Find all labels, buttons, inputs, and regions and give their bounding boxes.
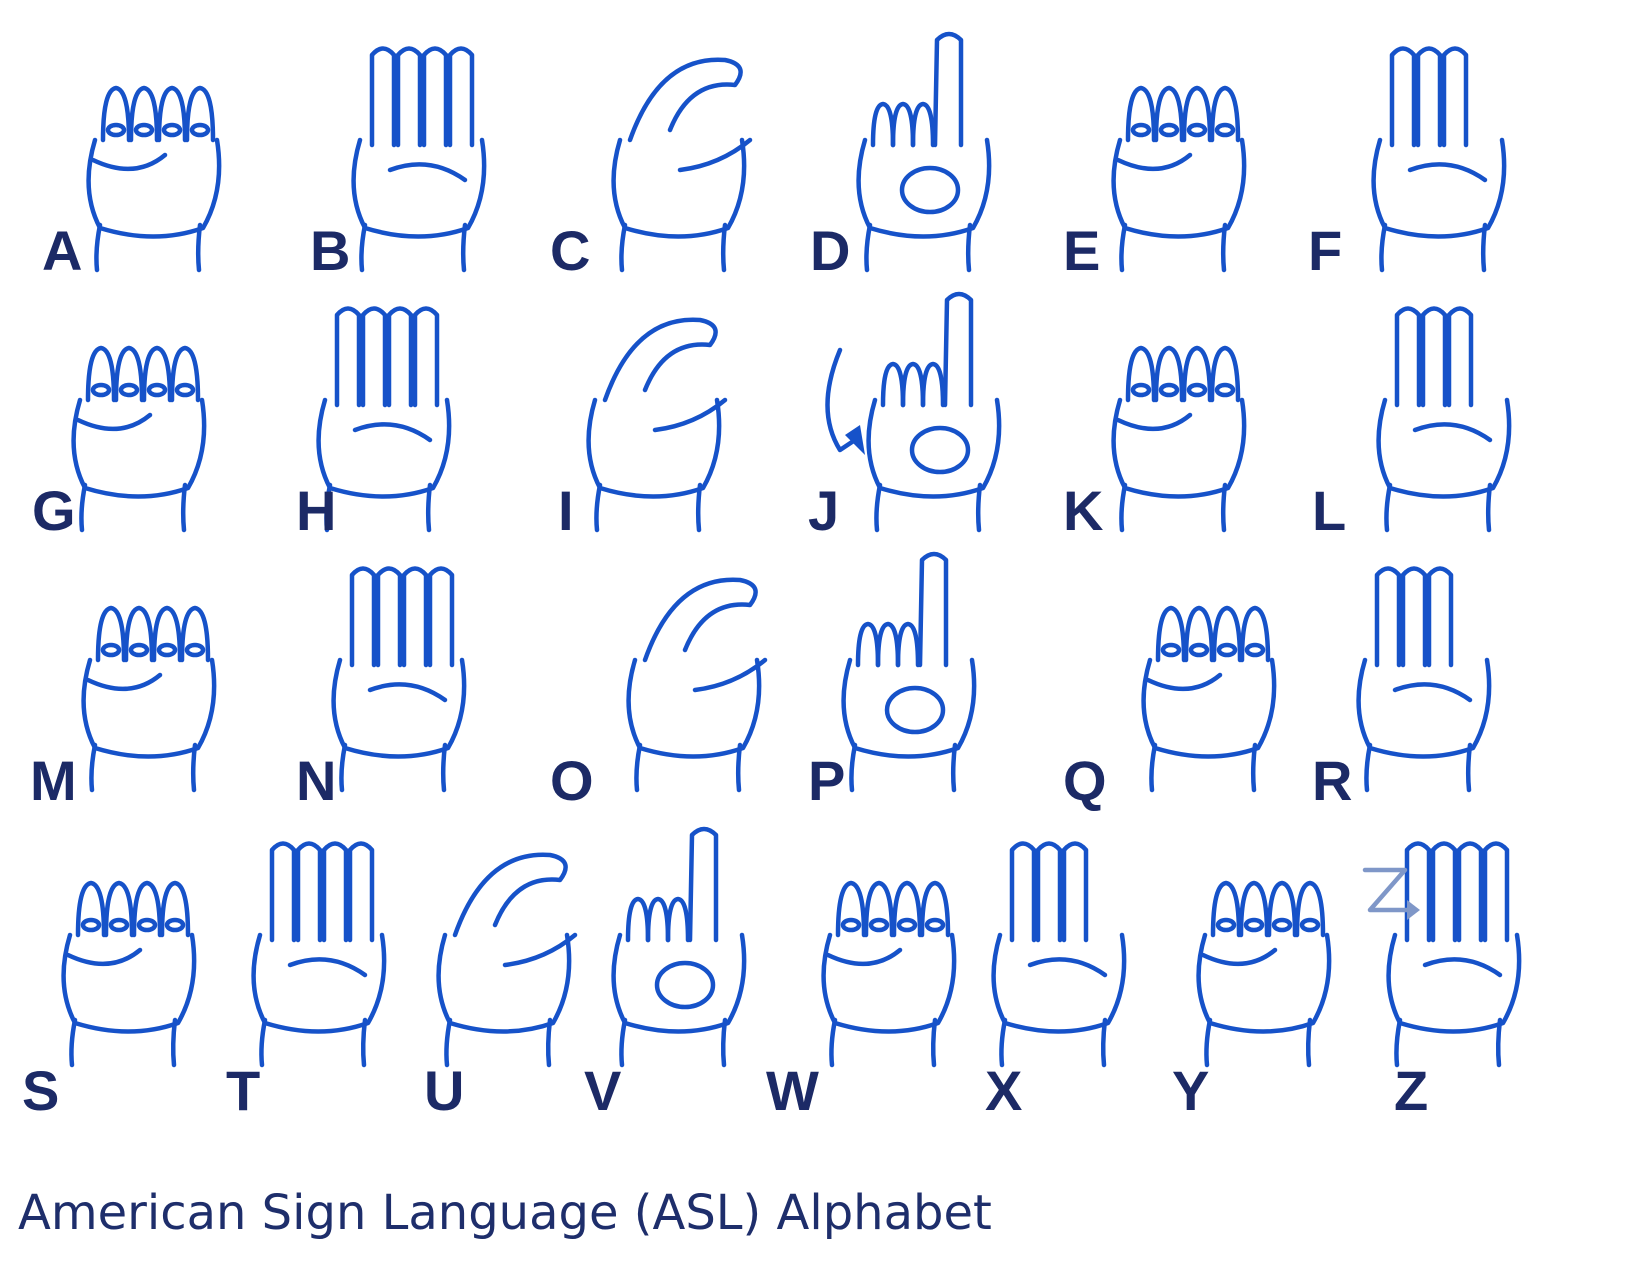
round-o-hand-icon — [626, 577, 768, 793]
letter-label-u: U — [424, 1059, 464, 1122]
letter-label-o: O — [550, 749, 594, 812]
fist-thumb-side-icon — [86, 85, 222, 273]
index-up-circle-icon — [856, 31, 992, 273]
thumb-under-two-fingers-icon — [331, 566, 467, 793]
crossed-fingers-icon — [1356, 566, 1492, 793]
two-fingers-together-icon — [436, 852, 578, 1068]
letter-label-x: X — [985, 1059, 1022, 1122]
letter-label-i: I — [558, 479, 574, 542]
pinky-up-motion-arrow-icon — [825, 291, 1002, 533]
curved-c-hand-icon — [611, 57, 753, 273]
peace-sign-icon — [611, 826, 747, 1068]
letter-label-k: K — [1063, 479, 1103, 542]
letter-label-d: D — [810, 219, 850, 282]
letter-label-f: F — [1308, 219, 1342, 282]
index-point-side-icon — [71, 345, 207, 533]
letter-label-t: T — [226, 1059, 260, 1122]
caption: American Sign Language (ASL) Alphabet — [18, 1185, 992, 1241]
downward-g-hand-icon — [1141, 605, 1277, 793]
letter-label-l: L — [1312, 479, 1346, 542]
letter-label-g: G — [32, 479, 76, 542]
hooked-index-icon — [991, 841, 1127, 1068]
three-fingers-up-icon — [821, 880, 957, 1068]
letter-label-b: B — [310, 219, 350, 282]
letter-label-n: N — [296, 749, 336, 812]
three-fingers-up-circle-icon — [1371, 46, 1507, 273]
letter-label-r: R — [1312, 749, 1352, 812]
letter-label-y: Y — [1172, 1059, 1209, 1122]
letter-label-q: Q — [1063, 749, 1107, 812]
letter-label-v: V — [584, 1059, 621, 1122]
fist-thumb-front-icon — [61, 880, 197, 1068]
letter-label-p: P — [808, 749, 845, 812]
letter-label-c: C — [550, 219, 590, 282]
letter-label-s: S — [22, 1059, 59, 1122]
letter-label-h: H — [296, 479, 336, 542]
letter-label-z: Z — [1394, 1059, 1428, 1122]
letter-label-e: E — [1063, 219, 1100, 282]
letter-label-a: A — [42, 219, 82, 282]
two-fingers-up-thumb-between-icon — [1111, 345, 1247, 533]
letter-label-w: W — [766, 1059, 819, 1122]
downward-k-hand-icon — [841, 551, 977, 793]
pinky-up-icon — [586, 317, 728, 533]
index-thumb-l-icon — [1376, 306, 1512, 533]
flat-hand-thumb-across-icon — [351, 46, 487, 273]
thumb-pinky-out-icon — [1196, 880, 1332, 1068]
thumb-under-three-fingers-icon — [81, 605, 217, 793]
letter-label-j: J — [808, 479, 839, 542]
two-fingers-side-icon — [316, 306, 452, 533]
letter-label-m: M — [30, 749, 77, 812]
index-draw-z-icon — [1362, 841, 1522, 1068]
curled-fingers-icon — [1111, 85, 1247, 273]
thumb-between-fingers-icon — [251, 841, 387, 1068]
